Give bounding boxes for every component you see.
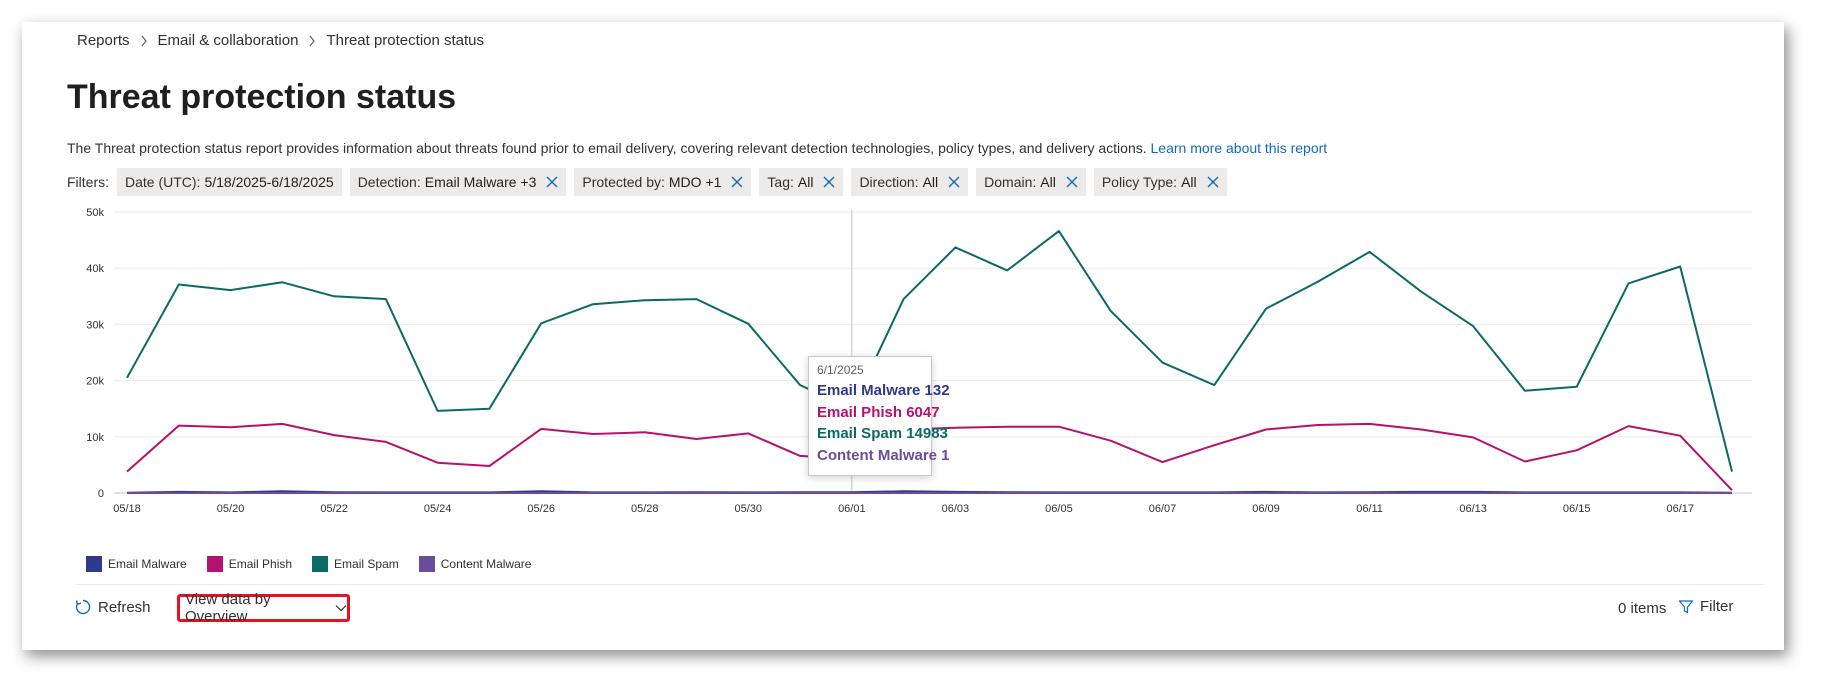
filter-chip-key: Domain: — [984, 174, 1037, 190]
y-tick-label: 20k — [86, 376, 104, 388]
tooltip-email-phish: Email Phish 6047 — [817, 403, 940, 421]
legend-swatch — [206, 556, 223, 572]
chevron-right-icon — [308, 35, 316, 47]
x-tick-label: 06/07 — [1149, 503, 1177, 515]
filter-chip[interactable]: Detection: Email Malware +3 — [349, 168, 567, 196]
x-tick-label: 05/28 — [631, 503, 659, 515]
x-tick-label: 06/05 — [1045, 503, 1073, 515]
x-tick-label: 05/26 — [527, 503, 555, 515]
filter-chip-key: Tag: — [767, 174, 794, 190]
filter-chip-key: Protected by: — [582, 174, 665, 190]
x-tick-label: 05/18 — [113, 503, 141, 515]
filter-button[interactable]: Filter — [1678, 598, 1733, 615]
y-tick-label: 30k — [86, 319, 104, 331]
legend-label: Email Phish — [228, 557, 293, 571]
legend-item[interactable]: Email Malware — [86, 556, 187, 572]
filter-chip-value: 5/18/2025-6/18/2025 — [204, 174, 334, 190]
chevron-right-icon — [140, 35, 148, 47]
x-tick-label: 05/30 — [735, 503, 763, 515]
chart-legend: Email Malware Email Phish Email Spam Conten… — [86, 556, 531, 572]
filter-chip[interactable]: Date (UTC): 5/18/2025-6/18/2025 — [117, 168, 342, 196]
y-tick-label: 10k — [86, 432, 104, 444]
filters-label: Filters: — [67, 174, 109, 190]
x-tick-label: 06/13 — [1459, 503, 1487, 515]
legend-item[interactable]: Content Malware — [418, 556, 532, 572]
filter-chip[interactable]: Direction: All — [851, 168, 969, 196]
chevron-down-icon — [335, 604, 347, 612]
divider — [76, 584, 1764, 585]
tooltip-content-malware: Content Malware 1 — [817, 446, 950, 464]
filter-chips: Date (UTC): 5/18/2025-6/18/2025 Detection:… — [117, 168, 1227, 196]
dismiss-icon[interactable] — [1066, 176, 1078, 188]
breadcrumb-current: Threat protection status — [326, 32, 485, 49]
dismiss-icon[interactable] — [948, 176, 960, 188]
x-tick-label: 05/24 — [424, 503, 452, 515]
breadcrumb-email-collaboration[interactable]: Email & collaboration — [157, 32, 299, 49]
dismiss-icon[interactable] — [731, 176, 743, 188]
breadcrumb: Reports Email & collaboration Threat pro… — [77, 32, 484, 49]
refresh-label: Refresh — [98, 598, 151, 616]
breadcrumb-reports[interactable]: Reports — [77, 32, 130, 49]
x-tick-label: 06/09 — [1252, 503, 1280, 515]
page-description: The Threat protection status report prov… — [67, 140, 1327, 156]
report-panel: Reports Email & collaboration Threat pro… — [22, 22, 1784, 650]
chart-tooltip: 6/1/2025 Email Malware 132 Email Phish 6… — [808, 356, 950, 476]
filter-chip-value: All — [797, 174, 814, 190]
tooltip-date: 6/1/2025 — [817, 363, 864, 377]
x-tick-label: 06/17 — [1666, 503, 1694, 515]
description-text: The Threat protection status report prov… — [67, 140, 1147, 156]
legend-item[interactable]: Email Phish — [206, 556, 293, 572]
legend-item[interactable]: Email Spam — [312, 556, 399, 572]
filter-chip-value: All — [1040, 174, 1056, 190]
x-tick-label: 06/03 — [942, 503, 970, 515]
x-tick-label: 06/01 — [838, 503, 866, 515]
x-tick-label: 05/22 — [320, 503, 348, 515]
tooltip-email-spam: Email Spam 14983 — [817, 425, 948, 442]
legend-label: Email Spam — [334, 557, 399, 571]
filter-chip[interactable]: Protected by: MDO +1 — [574, 168, 752, 196]
x-tick-label: 06/11 — [1356, 503, 1383, 515]
filter-chip-key: Direction: — [859, 174, 919, 190]
legend-label: Content Malware — [440, 557, 532, 571]
view-data-label: View data by Overview — [185, 591, 271, 625]
dismiss-icon[interactable] — [546, 176, 558, 188]
filter-chip-value: MDO +1 — [668, 174, 722, 190]
refresh-icon — [74, 598, 92, 616]
filter-chip[interactable]: Tag: All — [759, 168, 844, 196]
x-tick-label: 06/15 — [1563, 503, 1591, 515]
page-title: Threat protection status — [67, 78, 457, 116]
filter-chip[interactable]: Domain: All — [976, 168, 1086, 196]
filter-chip-key: Policy Type: — [1101, 174, 1178, 190]
view-data-dropdown[interactable]: View data by Overview — [177, 591, 350, 625]
filter-chip-value: All — [1181, 174, 1197, 190]
filter-chip-key: Detection: — [357, 174, 421, 190]
legend-swatch — [312, 556, 329, 572]
filter-chip-key: Date (UTC): — [125, 174, 201, 190]
filter-chip-value: Email Malware +3 — [424, 174, 537, 190]
legend-swatch — [418, 556, 435, 572]
refresh-button[interactable]: Refresh — [74, 598, 151, 616]
y-tick-label: 0 — [98, 488, 104, 500]
filter-label: Filter — [1700, 598, 1734, 615]
y-tick-label: 40k — [86, 263, 104, 275]
dismiss-icon[interactable] — [823, 176, 835, 188]
filter-chip[interactable]: Policy Type: All — [1093, 168, 1227, 196]
dismiss-icon[interactable] — [1207, 176, 1219, 188]
filter-icon — [1678, 599, 1694, 615]
learn-more-link[interactable]: Learn more about this report — [1150, 140, 1328, 156]
filter-bar: Filters: Date (UTC): 5/18/2025-6/18/2025 D… — [67, 168, 1227, 196]
items-count: 0 items — [1618, 600, 1667, 617]
tooltip-email-malware: Email Malware 132 — [817, 382, 950, 399]
x-tick-label: 05/20 — [217, 503, 245, 515]
y-tick-label: 50k — [86, 207, 104, 219]
legend-swatch — [86, 556, 102, 572]
filter-chip-value: All — [922, 174, 939, 190]
legend-label: Email Malware — [108, 557, 187, 571]
series-line-email-spam[interactable] — [126, 230, 1733, 472]
